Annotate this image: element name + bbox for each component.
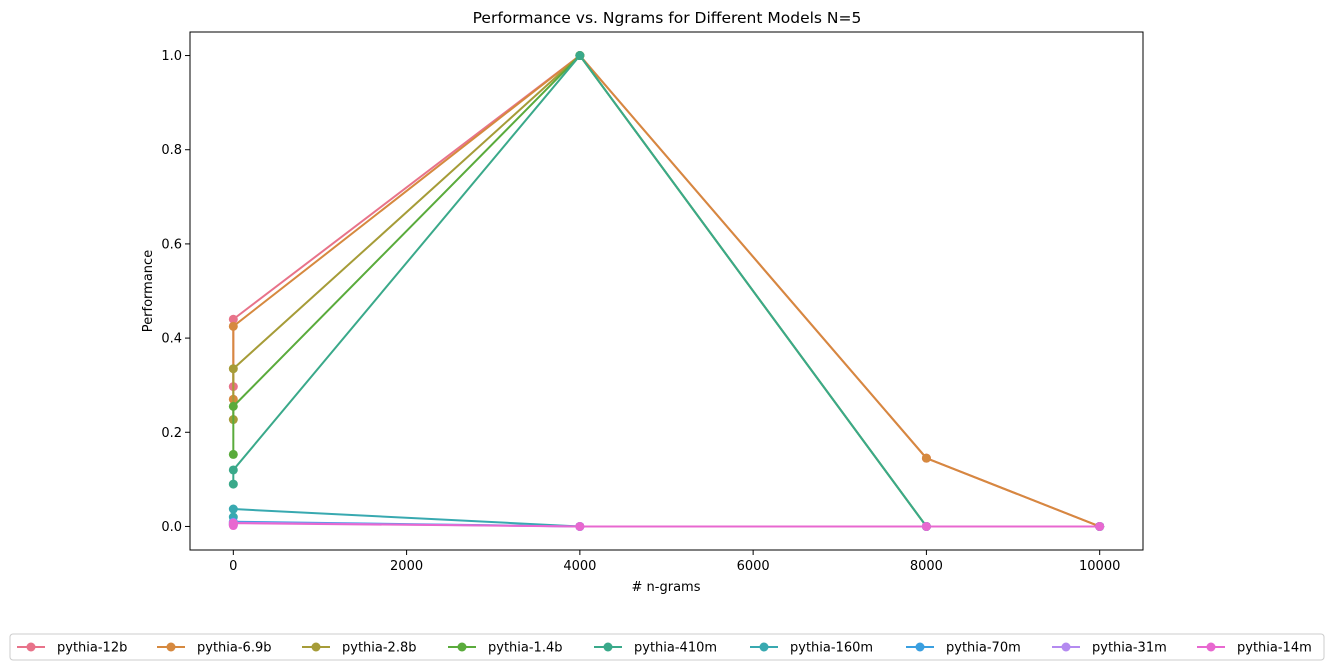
data-point [228, 518, 238, 528]
data-point [228, 364, 238, 374]
series-line [232, 54, 1101, 528]
x-tick-label: 10000 [1079, 559, 1120, 574]
x-tick-label: 0 [229, 559, 237, 574]
data-point [575, 521, 585, 531]
series-line [232, 54, 1100, 528]
series-line [232, 54, 1100, 528]
legend-swatch-marker [1206, 642, 1216, 652]
x-tick-label: 4000 [563, 559, 596, 574]
series-line [232, 54, 1100, 528]
series-line [232, 54, 1101, 528]
series-pythia-410m [228, 51, 1105, 531]
legend-label: pythia-12b [57, 641, 127, 656]
legend-swatch-marker [1061, 642, 1071, 652]
plot-area [228, 51, 1105, 531]
legend-frame [9, 633, 1325, 661]
x-axis-label: # n-grams [632, 580, 701, 595]
legend-item: pythia-12b [17, 641, 127, 656]
y-tick-label: 0.6 [161, 237, 182, 252]
series-pythia-12b [228, 51, 1105, 531]
x-axis: 0 2000 4000 6000 8000 10000 [229, 550, 1120, 574]
legend-label: pythia-31m [1092, 641, 1167, 656]
legend-item: pythia-1.4b [448, 641, 562, 656]
data-point [228, 465, 238, 475]
y-tick-label: 0.0 [161, 520, 182, 535]
legend-label: pythia-1.4b [488, 641, 562, 656]
x-tick-label: 2000 [390, 559, 423, 574]
data-point [228, 401, 238, 411]
legend-label: pythia-160m [790, 641, 873, 656]
y-axis: 0.0 0.2 0.4 0.6 0.8 1.0 [161, 49, 190, 535]
data-point [921, 453, 931, 463]
legend-label: pythia-70m [946, 641, 1021, 656]
data-point [228, 321, 238, 331]
legend: pythia-12b pythia-6.9b pythia-2.8b pythia-1… [9, 633, 1325, 661]
data-point [921, 521, 931, 531]
legend-item: pythia-70m [906, 641, 1021, 656]
legend-item: pythia-6.9b [157, 641, 271, 656]
legend-swatch-marker [603, 642, 613, 652]
y-tick-label: 0.2 [161, 426, 182, 441]
data-point [228, 314, 238, 324]
x-tick-label: 6000 [737, 559, 770, 574]
series-pythia-1.4b [228, 51, 1105, 531]
legend-item: pythia-14m [1197, 641, 1312, 656]
legend-swatch-marker [166, 642, 176, 652]
legend-label: pythia-410m [634, 641, 717, 656]
legend-item: pythia-31m [1052, 641, 1167, 656]
data-point [228, 504, 238, 514]
data-point [1095, 521, 1105, 531]
x-tick-label: 8000 [910, 559, 943, 574]
data-point [575, 51, 585, 61]
legend-swatch-marker [457, 642, 467, 652]
y-tick-label: 1.0 [161, 49, 182, 64]
data-point [228, 449, 238, 459]
chart-title: Performance vs. Ngrams for Different Mod… [473, 9, 862, 27]
data-point [228, 479, 238, 489]
series-line [232, 522, 1100, 528]
legend-swatch-marker [26, 642, 36, 652]
legend-label: pythia-6.9b [197, 641, 271, 656]
y-axis-label: Performance [141, 250, 156, 332]
legend-swatch-marker [759, 642, 769, 652]
y-tick-label: 0.4 [161, 332, 182, 347]
plot-frame [189, 31, 1144, 551]
legend-item: pythia-2.8b [302, 641, 416, 656]
legend-label: pythia-2.8b [342, 641, 416, 656]
y-tick-label: 0.8 [161, 143, 182, 158]
series-pythia-14m [228, 518, 1105, 531]
legend-label: pythia-14m [1237, 641, 1312, 656]
series-pythia-6.9b [228, 51, 1105, 531]
series-pythia-2.8b [228, 51, 1105, 531]
legend-item: pythia-160m [750, 641, 873, 656]
legend-item: pythia-410m [594, 641, 717, 656]
legend-swatch-marker [311, 642, 321, 652]
legend-swatch-marker [915, 642, 925, 652]
